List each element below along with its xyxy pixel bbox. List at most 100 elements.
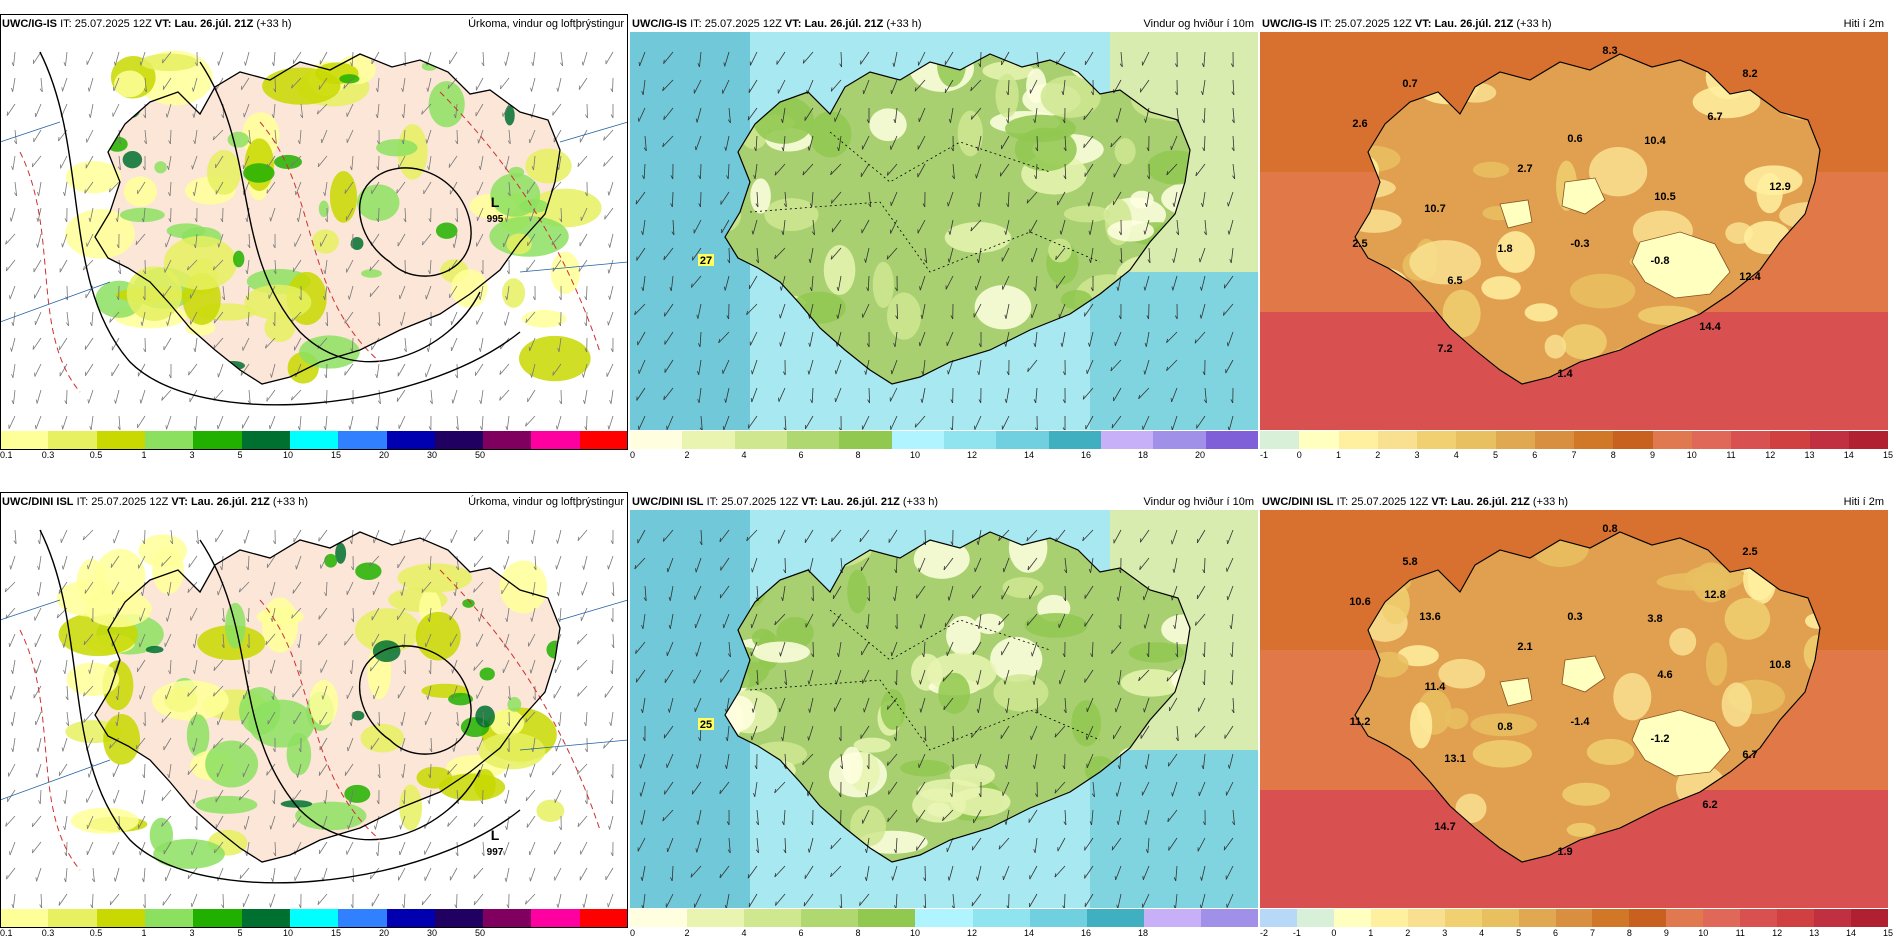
- colorbar-swatch: [734, 431, 787, 449]
- colorbar-ticks: -2 -1 0 1 2 3 4 5 6 7 8 9 10 11 12 13 14 15: [1260, 928, 1893, 940]
- lead-time: (+33 h): [886, 18, 922, 30]
- forecast-map[interactable]: 25: [630, 510, 1258, 908]
- colorbar-swatch: [386, 909, 435, 927]
- colorbar-swatch: [241, 431, 290, 449]
- coastline: [724, 53, 1191, 385]
- temperature-value: 1.8: [1497, 243, 1512, 255]
- wind-vectors: [634, 51, 1236, 430]
- colorbar-tick: 9: [1649, 450, 1656, 460]
- colorbar-tick: 15: [1882, 928, 1894, 938]
- colorbar-swatch: [1740, 909, 1778, 927]
- valid-time-label: VT:: [154, 18, 172, 30]
- forecast-map[interactable]: 8.3 0.7 8.2 2.6 0.6 6.7 10.4 2.7 12.9 10.7 10.5 2.5…: [1260, 32, 1888, 430]
- colorbar-swatch: [915, 909, 973, 927]
- colorbar-swatch: [786, 431, 840, 449]
- colorbar-swatch: [1814, 909, 1851, 927]
- isobars: [39, 51, 521, 406]
- valid-time: Lau. 26.júl. 21Z: [820, 496, 900, 508]
- model-name: UWC/IG-IS: [632, 18, 687, 30]
- colorbar-ticks: -1 0 1 2 3 4 5 6 7 8 9 10 11 12 13 14 15: [1260, 450, 1893, 462]
- valid-time-label: VT:: [784, 18, 802, 30]
- init-time-label: IT:: [60, 18, 72, 30]
- colorbar-tick: 1: [141, 450, 147, 460]
- colorbar-tick: 20: [378, 928, 390, 938]
- init-time: 25.07.2025 12Z: [1334, 18, 1412, 30]
- map-panel-temp: UWC/DINI ISL IT: 25.07.2025 12Z VT: Lau.…: [1260, 492, 1893, 942]
- colorbar-swatch: [744, 909, 802, 927]
- colorbar-swatch: [1456, 431, 1496, 449]
- lead-time: (+33 h): [1516, 18, 1552, 30]
- forecast-map[interactable]: 0.8 5.8 2.5 10.6 0.3 12.8 3.8 2.1 10.8 11.4 4.6 11.…: [1260, 510, 1888, 908]
- colorbar-tick: 5: [237, 928, 243, 938]
- colorbar-tick: 1: [1335, 450, 1342, 460]
- colorbar-tick: 0.5: [89, 928, 103, 938]
- colorbar-tick: 0: [1296, 450, 1302, 460]
- colorbar-swatch: [891, 431, 944, 449]
- panel-title: Úrkoma, vindur og loftþrýstingur: [468, 18, 624, 30]
- valid-time: Lau. 26.júl. 21Z: [1434, 18, 1514, 30]
- temperature-value: 0.8: [1602, 523, 1617, 535]
- panel-header: UWC/IG-IS IT: 25.07.2025 12Z VT: Lau. 26…: [632, 16, 1254, 32]
- temperature-value: 14.4: [1699, 321, 1721, 333]
- colorbar-tick: 10: [1698, 928, 1709, 938]
- init-time: 25.07.2025 12Z: [704, 18, 782, 30]
- colorbar-swatch: [1666, 909, 1704, 927]
- init-time: 25.07.2025 12Z: [74, 18, 152, 30]
- coastline: [1354, 531, 1821, 863]
- coastline: [724, 531, 1191, 863]
- colorbar-swatch: [839, 431, 892, 449]
- colorbar-tick: 12: [966, 450, 978, 460]
- forecast-map[interactable]: L 995: [0, 32, 628, 430]
- colorbar-swatch: [1370, 909, 1408, 927]
- map-panel-wind: UWC/DINI ISL IT: 25.07.2025 12Z VT: Lau.…: [630, 492, 1259, 942]
- map-canvas: L 997: [0, 510, 628, 908]
- colorbar-tick: 16: [1080, 928, 1092, 938]
- colorbar: [630, 431, 1258, 449]
- colorbar-tick: 14: [1023, 450, 1035, 460]
- colorbar-tick: 0.1: [0, 450, 13, 460]
- temperature-value: 4.6: [1657, 669, 1672, 681]
- wind-vectors: [4, 529, 615, 908]
- colorbar-tick: 3: [189, 450, 195, 460]
- colorbar-swatch: [1574, 431, 1614, 449]
- colorbar-tick: 13: [1804, 450, 1815, 460]
- low-pressure-marker: L 997: [487, 827, 504, 858]
- panel-header: UWC/IG-IS IT: 25.07.2025 12Z VT: Lau. 26…: [2, 16, 624, 32]
- low-pressure-value: 995: [487, 214, 504, 225]
- colorbar-swatch: [1143, 909, 1201, 927]
- valid-time-label: VT:: [801, 496, 818, 508]
- map-panel-temp: UWC/IG-IS IT: 25.07.2025 12Z VT: Lau. 26…: [1260, 14, 1893, 464]
- valid-time-label: VT:: [1414, 18, 1432, 30]
- temperature-value: 6.7: [1707, 111, 1722, 123]
- colorbar-swatch: [1205, 431, 1258, 449]
- colorbar-tick: 0: [630, 928, 636, 938]
- colorbar-tick: 4: [741, 928, 747, 938]
- colorbar-tick: 8: [855, 450, 861, 460]
- temperature-value: -1.2: [1651, 733, 1670, 745]
- temperature-value: 8.3: [1602, 45, 1617, 57]
- coastline: [94, 531, 561, 863]
- forecast-map[interactable]: 27: [630, 32, 1258, 430]
- forecast-map[interactable]: L 997: [0, 510, 628, 908]
- temperature-value: 12.8: [1704, 589, 1725, 601]
- temperature-contours: [19, 569, 601, 871]
- panel-header: UWC/DINI ISL IT: 25.07.2025 12Z VT: Lau.…: [2, 494, 624, 510]
- init-time-label: IT:: [706, 496, 719, 508]
- colorbar-swatch: [1555, 909, 1593, 927]
- valid-time: Lau. 26.júl. 21Z: [174, 18, 254, 30]
- glacier-area: [1499, 677, 1533, 707]
- colorbar-swatch: [579, 909, 629, 927]
- colorbar-tick: 18: [1137, 928, 1149, 938]
- colorbar: [0, 431, 629, 449]
- colorbar-tick: 10: [909, 928, 921, 938]
- region-boundaries: [749, 131, 1101, 273]
- colorbar-ticks: 0 2 4 6 8 10 12 14 16 18 20: [630, 450, 1258, 462]
- colorbar: [630, 909, 1259, 927]
- colorbar-tick: 12: [1765, 450, 1776, 460]
- colorbar-tick: 8: [1626, 928, 1632, 938]
- map-panel-precip: UWC/IG-IS IT: 25.07.2025 12Z VT: Lau. 26…: [0, 14, 629, 464]
- lead-time: (+33 h): [272, 496, 309, 508]
- colorbar-tick: 30: [426, 928, 438, 938]
- region-boundaries: [749, 609, 1101, 751]
- colorbar-tick: 2: [684, 450, 690, 460]
